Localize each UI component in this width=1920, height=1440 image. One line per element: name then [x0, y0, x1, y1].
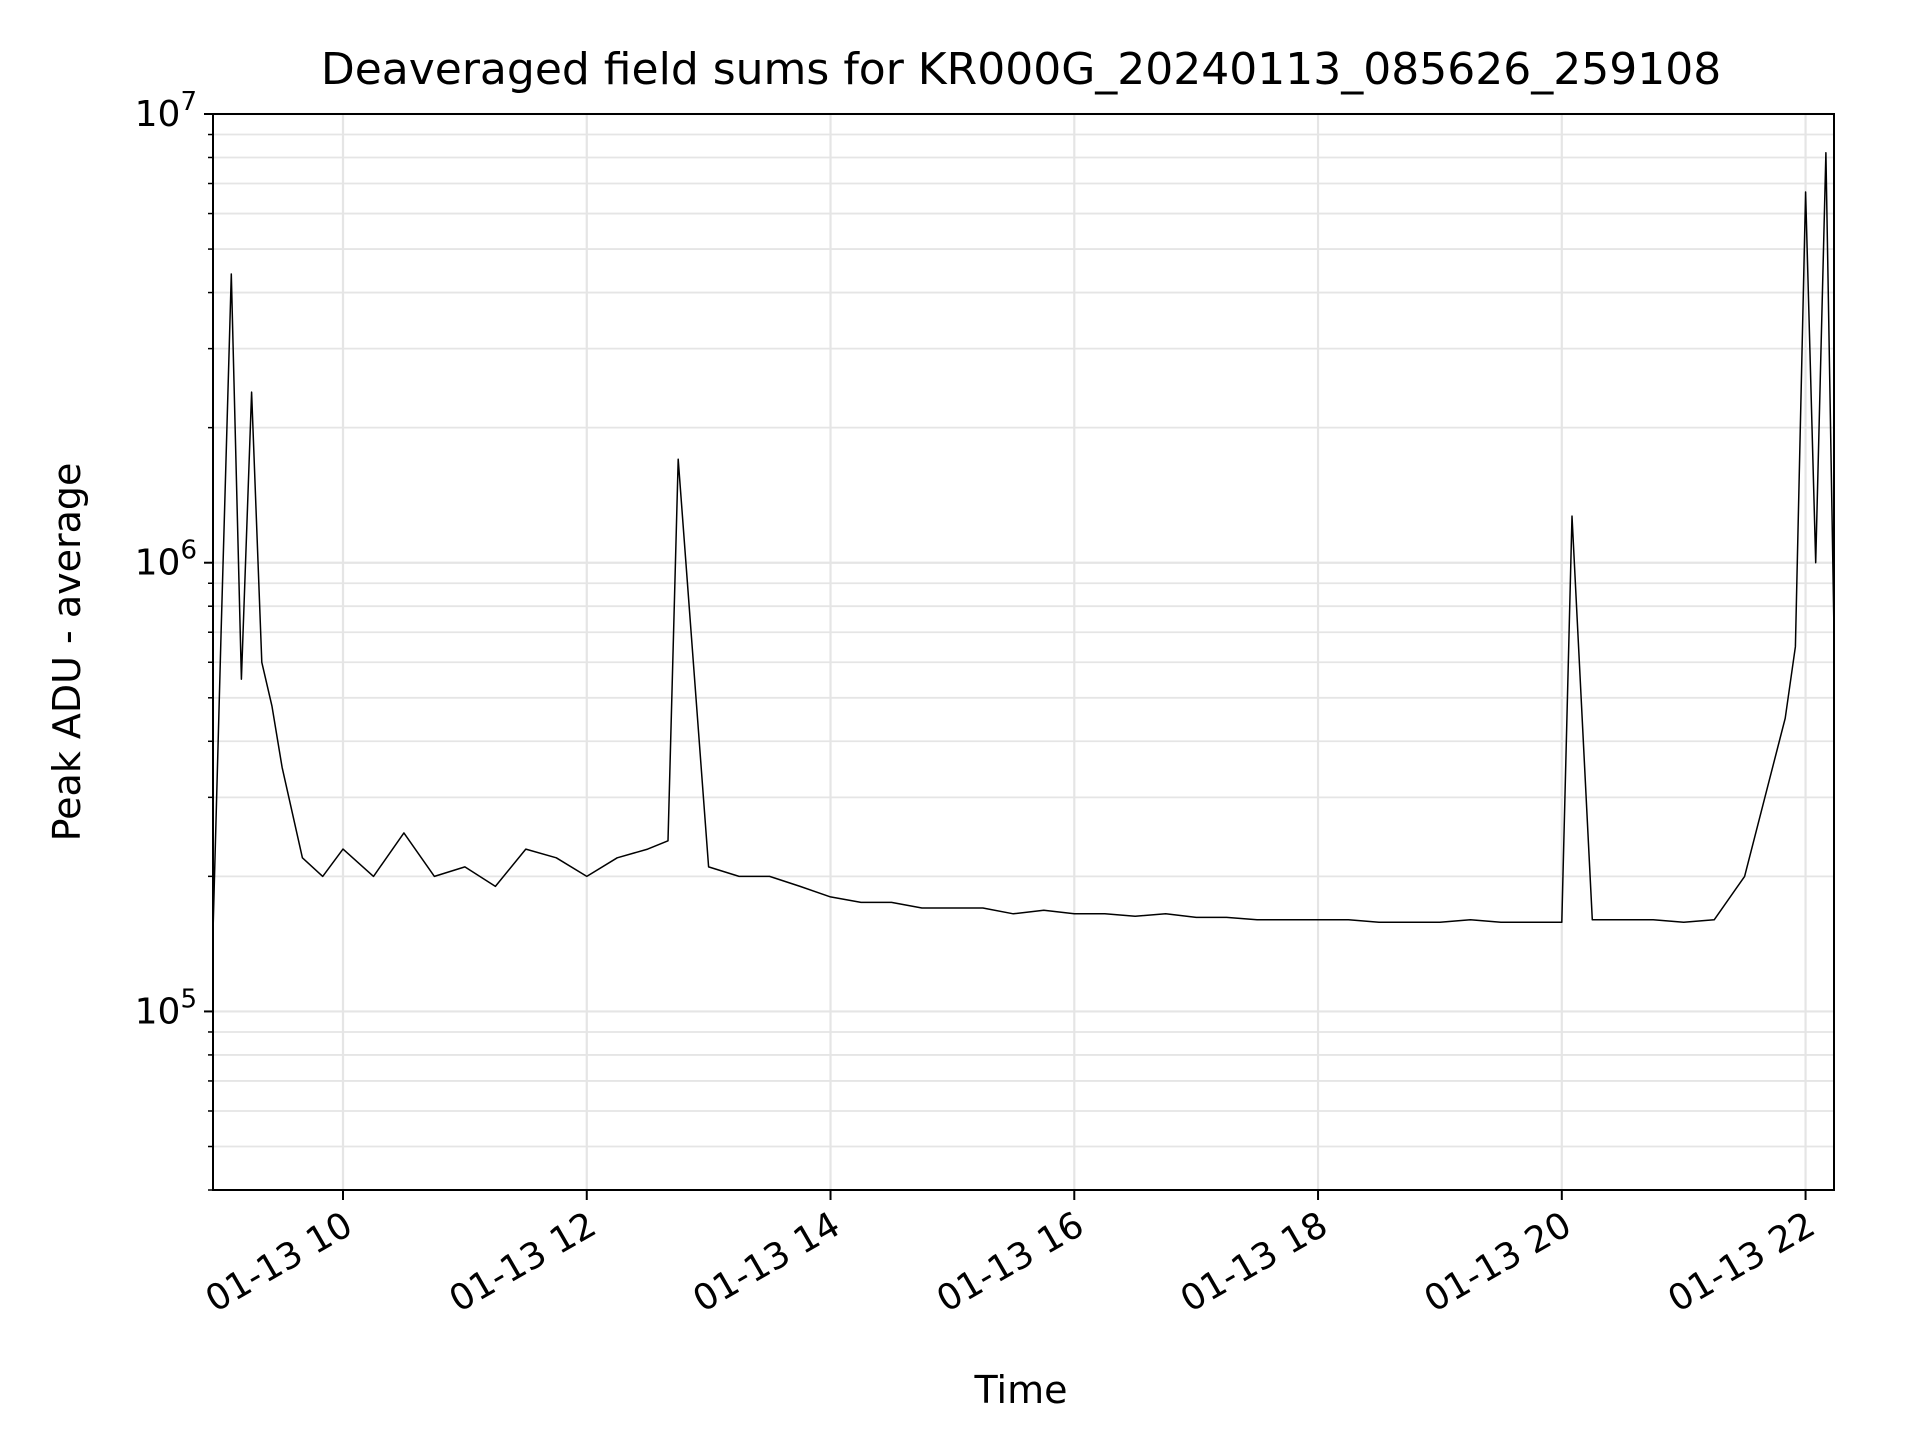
series-line — [213, 151, 1834, 933]
x-tick-label: 01-13 18 — [1174, 1204, 1335, 1320]
axis-ticks: 105 106 107 01-13 10 01-13 12 01-13 14 01-13 1… — [135, 87, 1822, 1321]
x-tick-label: 01-13 20 — [1418, 1204, 1579, 1320]
plot-frame — [212, 113, 1835, 1191]
chart-title: Deaveraged field sums for KR000G_2024011… — [321, 44, 1721, 95]
x-tick-label: 01-13 14 — [686, 1204, 847, 1320]
x-tick-label: 01-13 12 — [443, 1204, 604, 1320]
y-tick-label: 105 — [135, 984, 197, 1032]
y-tick-label: 106 — [135, 536, 197, 584]
x-axis-label: Time — [974, 1368, 1068, 1412]
x-tick-label: 01-13 22 — [1661, 1204, 1822, 1320]
x-tick-label: 01-13 10 — [199, 1204, 360, 1320]
series-layer — [213, 151, 1834, 933]
plot-area — [213, 151, 1834, 933]
y-tick-label: 107 — [135, 87, 197, 135]
grid-lines — [213, 112, 1834, 1191]
x-tick-label: 01-13 16 — [930, 1204, 1091, 1320]
y-axis-label: Peak ADU - average — [45, 463, 89, 842]
